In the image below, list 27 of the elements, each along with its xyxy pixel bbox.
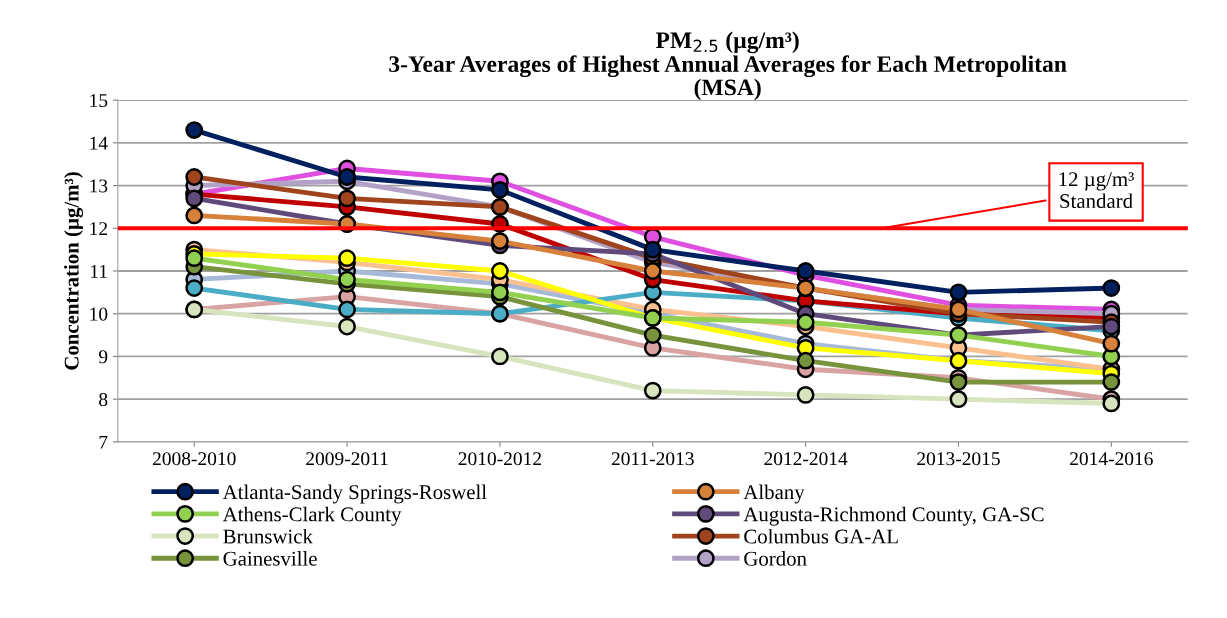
y-tick-label: 14 [90, 136, 108, 150]
x-tick-label: 2008-2010 [152, 452, 236, 466]
legend-label: Brunswick [223, 528, 313, 544]
x-tick-label: 2009-2011 [306, 452, 388, 466]
ref-line-label: 12 µg/m³ Standard [1059, 172, 1134, 209]
legend-label: Gordon [744, 551, 807, 566]
y-tick-label: 13 [90, 179, 108, 193]
legend-label: Athens-Clark County [222, 506, 402, 526]
legend-label: Albany [743, 484, 805, 504]
legend-label: Augusta-Richmond County, GA-SC [743, 506, 1044, 526]
y-tick-label: 8 [99, 392, 108, 407]
x-tick-label: 2013-2015 [917, 452, 1000, 466]
y-tick-label: 10 [90, 307, 108, 321]
x-tick-label: 2014-2016 [1070, 452, 1153, 466]
y-tick-label: 12 [90, 222, 107, 236]
x-tick-label: 2011-2013 [611, 452, 694, 466]
chart-title: PM$_{2.5}$ (µg/m³) 3-Year Averages of Highest Annual Averages for Each Metropolitan (MSA) [389, 31, 1067, 101]
y-tick-label: 11 [91, 264, 107, 278]
y-tick-label: 7 [99, 435, 108, 449]
legend-label: Gainesville [223, 551, 317, 566]
x-tick-label: 2010-2012 [458, 452, 541, 466]
legend-label: Atlanta-Sandy Springs-Roswell [222, 484, 487, 504]
y-axis-title: Concentration (µg/m³) [64, 172, 84, 370]
legend-label: Columbus GA-AL [744, 528, 898, 544]
y-tick-label: 15 [90, 94, 108, 108]
y-tick-label: 9 [98, 350, 108, 364]
x-tick-label: 2012-2014 [764, 452, 848, 466]
